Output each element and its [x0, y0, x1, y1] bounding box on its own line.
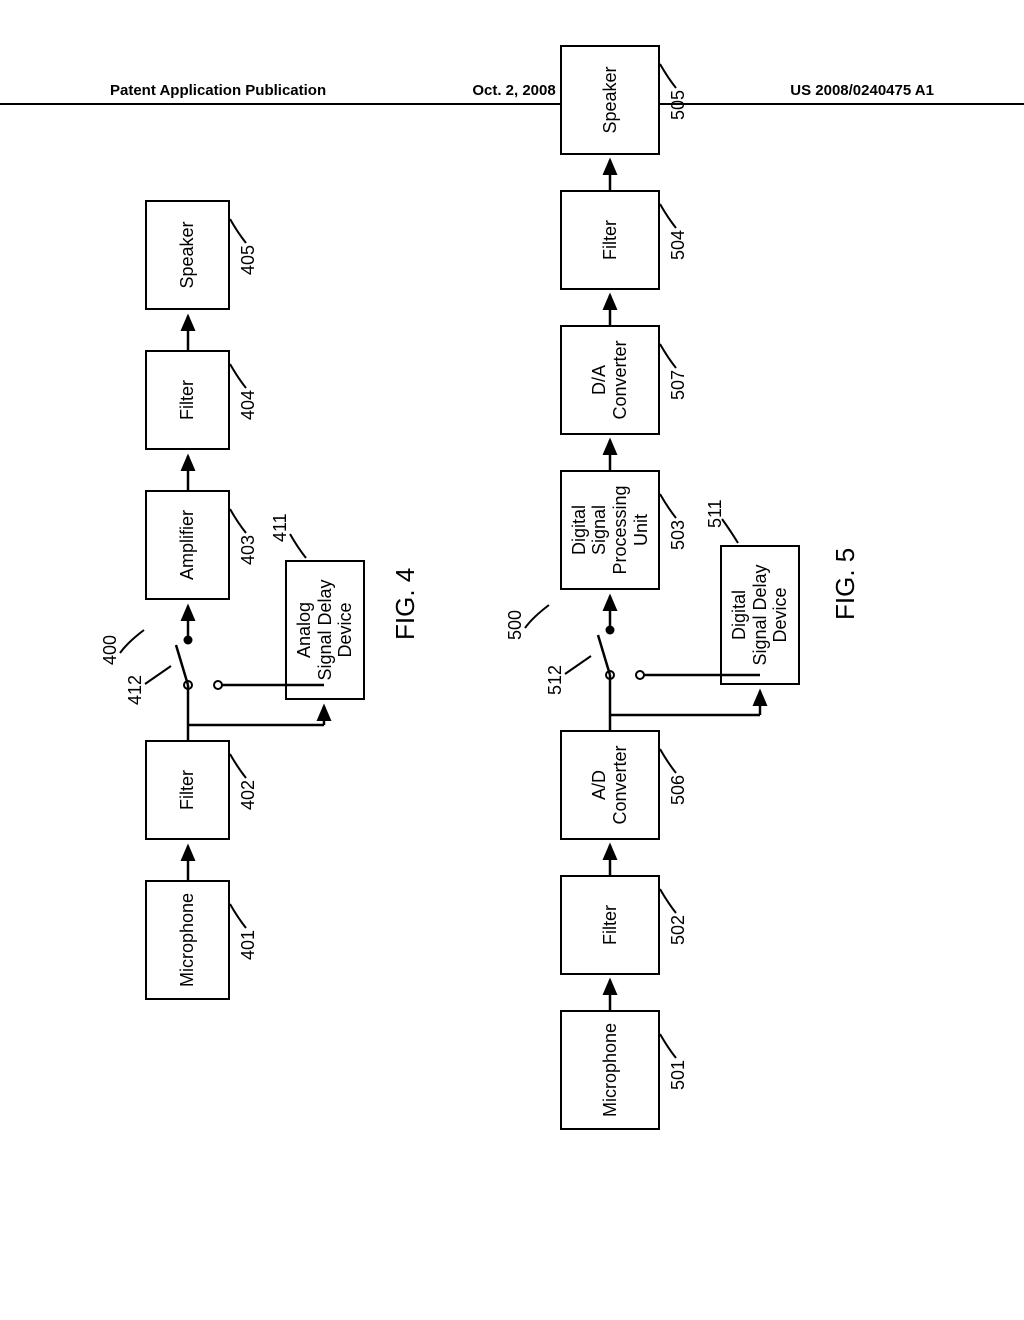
- fig4-delay-ref-leader: [288, 530, 308, 560]
- fig4-speaker: Speaker: [145, 200, 230, 310]
- fig5-dsp-ref-leader: [658, 490, 678, 520]
- fig5-arrow-filter-adc: [602, 839, 618, 875]
- fig4-arrow-mic-filter: [180, 840, 196, 880]
- fig5-mic-ref: 501: [668, 1060, 689, 1090]
- fig5-filter2: Filter: [560, 190, 660, 290]
- fig5-arrow-dac-filter2: [602, 289, 618, 325]
- fig5-filter2-label: Filter: [600, 220, 621, 260]
- fig5-dac: D/A Converter: [560, 325, 660, 435]
- fig4-arrow-amp-filter2: [180, 450, 196, 490]
- fig5-adc: A/D Converter: [560, 730, 660, 840]
- fig4-filter1: Filter: [145, 740, 230, 840]
- fig5-dsp: Digital Signal Processing Unit: [560, 470, 660, 590]
- fig5-filter2-ref-leader: [658, 200, 678, 230]
- fig4-filter2-label: Filter: [177, 380, 198, 420]
- fig5-dac-ref-leader: [658, 340, 678, 370]
- fig5-filter1-ref: 502: [668, 915, 689, 945]
- fig4-microphone-ref: 401: [238, 930, 259, 960]
- fig4-speaker-ref: 405: [238, 245, 259, 275]
- fig5-speaker-ref: 505: [668, 90, 689, 120]
- fig4-group-ref-leader: [118, 620, 148, 660]
- header-right: US 2008/0240475 A1: [790, 82, 934, 99]
- fig4-amp-ref: 403: [238, 535, 259, 565]
- fig5-filter2-ref: 504: [668, 230, 689, 260]
- fig4-title: FIG. 4: [390, 568, 421, 640]
- fig5-mic-ref-leader: [658, 1030, 678, 1060]
- fig5-filter1: Filter: [560, 875, 660, 975]
- fig5-speaker: Speaker: [560, 45, 660, 155]
- fig4-microphone: Microphone: [145, 880, 230, 1000]
- fig5-arrow-filter2-speaker: [602, 154, 618, 190]
- fig5-delay-ref-leader: [720, 515, 740, 545]
- fig4-mic-ref-leader: [228, 900, 248, 930]
- diagram-area: 400 Microphone 401 Filter 402 Amplifier …: [110, 160, 1024, 960]
- fig5-dac-ref: 507: [668, 370, 689, 400]
- fig4-filter2-ref-leader: [228, 360, 248, 390]
- fig5-microphone: Microphone: [560, 1010, 660, 1130]
- fig5-dsp-ref: 503: [668, 520, 689, 550]
- fig5-filter1-ref-leader: [658, 885, 678, 915]
- fig5-adc-label: A/D Converter: [589, 745, 630, 824]
- fig4-arrow-filter2-speaker: [180, 310, 196, 350]
- fig5-microphone-label: Microphone: [600, 1023, 621, 1117]
- fig4-filter1-ref: 402: [238, 780, 259, 810]
- fig5-speaker-ref-leader: [658, 60, 678, 90]
- fig4-filter1-ref-leader: [228, 750, 248, 780]
- fig5-adc-ref-leader: [658, 745, 678, 775]
- fig4-filter2-ref: 404: [238, 390, 259, 420]
- fig5-speaker-label: Speaker: [600, 66, 621, 133]
- fig4-speaker-ref-leader: [228, 215, 248, 245]
- fig4-amp-ref-leader: [228, 505, 248, 535]
- fig4-microphone-label: Microphone: [177, 893, 198, 987]
- fig5-switch: [565, 580, 775, 730]
- fig5-group-ref-leader: [523, 595, 553, 635]
- fig4-switch: [148, 590, 368, 740]
- fig5-dac-label: D/A Converter: [589, 340, 630, 419]
- fig5-arrow-dsp-dac: [602, 434, 618, 470]
- page-header: Patent Application Publication Oct. 2, 2…: [0, 82, 1024, 105]
- fig4-filter2: Filter: [145, 350, 230, 450]
- fig4-filter1-label: Filter: [177, 770, 198, 810]
- fig4-speaker-label: Speaker: [177, 221, 198, 288]
- header-left: Patent Application Publication: [110, 82, 326, 99]
- fig4-amplifier: Amplifier: [145, 490, 230, 600]
- fig5-title: FIG. 5: [830, 548, 861, 620]
- fig5-adc-ref: 506: [668, 775, 689, 805]
- fig5-dsp-label: Digital Signal Processing Unit: [569, 485, 652, 574]
- fig5-filter1-label: Filter: [600, 905, 621, 945]
- fig5-arrow-mic-filter: [602, 974, 618, 1010]
- fig4-amplifier-label: Amplifier: [177, 510, 198, 580]
